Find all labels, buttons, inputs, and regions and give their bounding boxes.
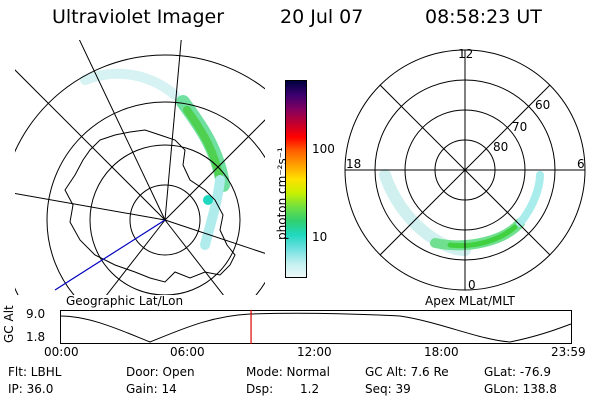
status-seq: Seq: 39 — [365, 382, 411, 396]
status-dsp-label: Dsp: — [246, 382, 274, 396]
mlt-lat-70: 70 — [512, 120, 528, 134]
altitude-plot — [60, 310, 572, 344]
status-glat: GLat: -76.9 — [484, 365, 551, 379]
date-label: 20 Jul 07 — [280, 6, 364, 28]
status-door: Door: Open — [126, 365, 195, 379]
aurora-oval-mlt — [379, 169, 544, 256]
time-tick-00: 00:00 — [44, 345, 79, 359]
time-tick-18: 18:00 — [424, 345, 459, 359]
time-tick-2359: 23:59 — [551, 345, 586, 359]
mlt-polar-plot — [344, 49, 586, 291]
mlt-hour-6: 6 — [577, 157, 585, 171]
colorbar-tick-100: 100 — [312, 142, 335, 156]
aurora-emission — [80, 68, 230, 250]
time-tick-12: 12:00 — [297, 345, 332, 359]
status-flt: Flt: LBHL — [8, 365, 62, 379]
mlt-label: Apex MLat/MLT — [425, 294, 515, 308]
status-mode: Mode: Normal — [246, 365, 330, 379]
geographic-map — [15, 40, 265, 295]
time-label: 08:58:23 UT — [425, 6, 542, 28]
mlt-hour-0: 0 — [468, 278, 476, 292]
instrument-title: Ultraviolet Imager — [52, 6, 225, 28]
altitude-ytick-1.8: 1.8 — [26, 330, 46, 344]
mlt-hour-12: 12 — [458, 47, 474, 61]
mlt-lat-80: 80 — [493, 140, 509, 154]
mlt-lat-60: 60 — [535, 98, 551, 112]
status-ip: IP: 36.0 — [8, 382, 54, 396]
status-gc-alt: GC Alt: 7.6 Re — [365, 365, 449, 379]
mlt-hour-18: 18 — [346, 157, 362, 171]
colorbar-tick-10: 10 — [312, 230, 328, 244]
altitude-ytick-9: 9.0 — [26, 307, 46, 321]
colorbar — [285, 80, 307, 278]
geographic-label: Geographic Lat/Lon — [66, 294, 184, 308]
status-dsp-value: 1.2 — [300, 382, 320, 396]
colorbar-unit-label: photon cm⁻²s⁻¹ — [275, 147, 289, 240]
status-gain: Gain: 14 — [126, 382, 177, 396]
time-tick-06: 06:00 — [170, 345, 205, 359]
status-glon: GLon: 138.8 — [484, 382, 557, 396]
altitude-ylabel: GC Alt — [2, 305, 16, 343]
